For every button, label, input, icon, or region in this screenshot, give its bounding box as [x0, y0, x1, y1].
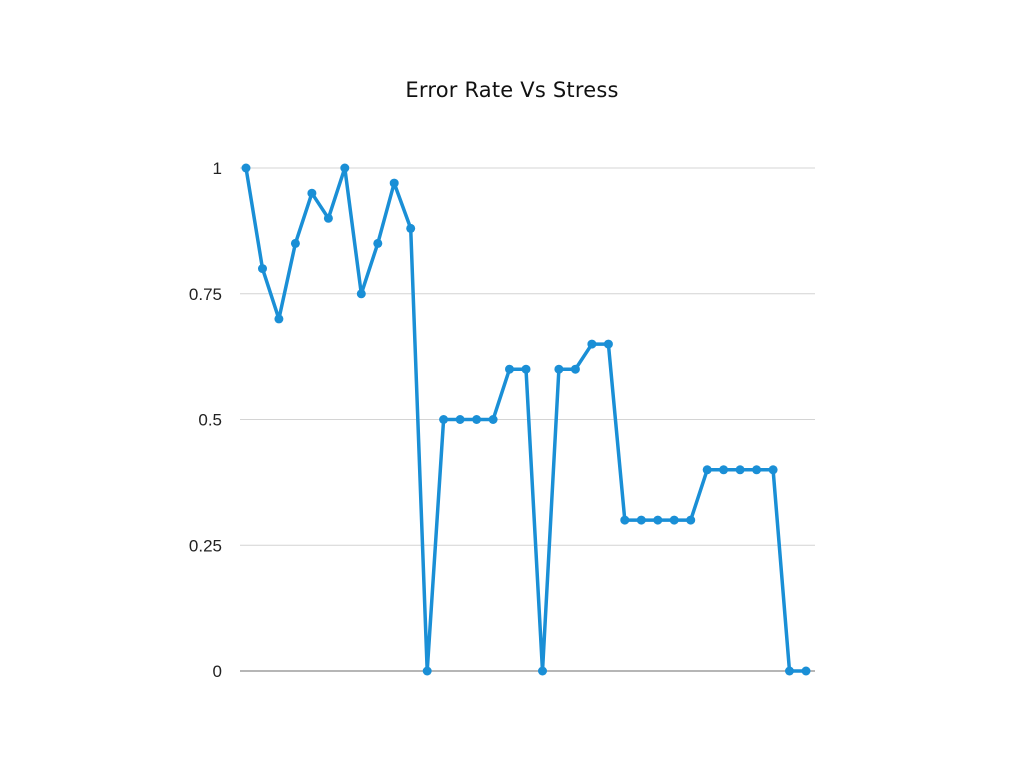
data-point — [521, 364, 531, 374]
y-tick-label: 0.75 — [189, 285, 222, 304]
series-layer — [241, 163, 811, 676]
data-point — [538, 666, 547, 676]
data-point — [570, 364, 580, 374]
data-point — [406, 223, 416, 233]
data-point — [636, 515, 646, 525]
y-tick-label: 0.5 — [198, 411, 222, 430]
data-point — [603, 339, 613, 349]
data-point — [653, 515, 663, 525]
data-point — [290, 238, 300, 248]
data-point — [752, 465, 762, 475]
data-point — [241, 163, 251, 173]
data-point — [422, 666, 432, 676]
data-point — [554, 364, 564, 374]
y-tick-label: 1 — [213, 159, 222, 178]
y-tick-label: 0.25 — [189, 536, 222, 555]
data-point — [735, 465, 745, 475]
data-point — [307, 188, 317, 198]
data-point — [505, 364, 514, 374]
data-point — [356, 289, 366, 299]
data-point — [455, 415, 465, 424]
data-point — [719, 465, 729, 475]
data-point — [768, 465, 778, 475]
data-point — [274, 314, 284, 324]
data-point — [258, 264, 267, 274]
data-point — [389, 178, 399, 188]
data-point — [702, 465, 712, 475]
data-point — [587, 339, 597, 349]
y-tick-label: 0 — [213, 662, 222, 681]
data-point — [340, 163, 350, 173]
data-point — [373, 238, 383, 248]
data-point — [472, 415, 482, 424]
data-point — [488, 415, 498, 424]
data-point — [801, 666, 811, 676]
data-point — [686, 515, 696, 525]
data-point — [439, 415, 449, 424]
chart-title: Error Rate Vs Stress — [405, 78, 619, 102]
data-point — [669, 515, 679, 525]
data-point — [620, 515, 630, 525]
data-point — [323, 213, 333, 223]
data-point — [785, 666, 794, 676]
y-axis-ticks: 0 0.25 0.5 0.75 1 — [189, 159, 222, 681]
